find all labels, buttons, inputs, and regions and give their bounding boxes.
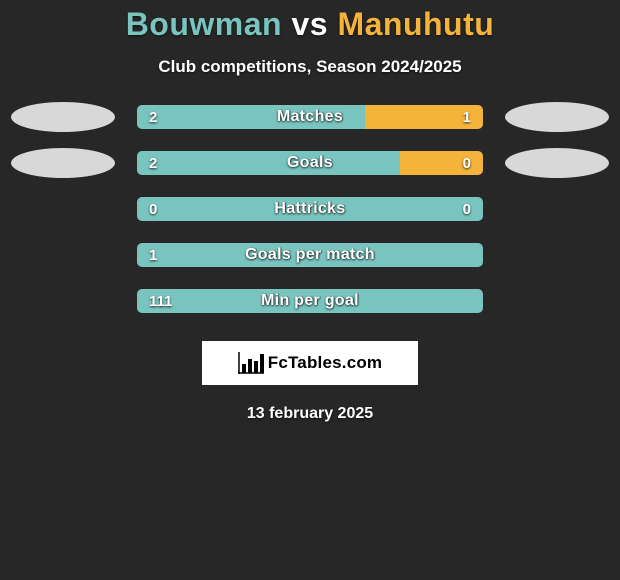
player2-ellipse [505, 148, 609, 178]
stat-row: 1Goals per match [0, 243, 620, 267]
bar-left-fill [137, 289, 483, 313]
stat-value-right: 0 [463, 197, 471, 221]
stat-value-left: 2 [149, 105, 157, 129]
player1-ellipse [11, 102, 115, 132]
subtitle: Club competitions, Season 2024/2025 [0, 57, 620, 77]
stat-row: 21Matches [0, 105, 620, 129]
bar-left-fill [137, 243, 483, 267]
player1-ellipse [11, 148, 115, 178]
stat-value-left: 111 [149, 289, 172, 313]
date: 13 february 2025 [0, 405, 620, 423]
stat-value-left: 1 [149, 243, 157, 267]
player1-ellipse [11, 194, 115, 224]
title-vs: vs [291, 6, 328, 42]
stat-value-right: 0 [463, 151, 471, 175]
logo-text: FcTables.com [268, 353, 383, 373]
player2-ellipse [505, 286, 609, 316]
stat-bar: 20Goals [137, 151, 483, 175]
stat-row: 20Goals [0, 151, 620, 175]
stat-row: 00Hattricks [0, 197, 620, 221]
bar-left-fill [137, 151, 400, 175]
bar-left-fill [137, 105, 365, 129]
source-logo: FcTables.com [202, 341, 418, 385]
player2-ellipse [505, 240, 609, 270]
bar-left-fill [137, 197, 483, 221]
stat-bar: 1Goals per match [137, 243, 483, 267]
title: Bouwman vs Manuhutu [0, 6, 620, 43]
player1-ellipse [11, 286, 115, 316]
stat-bar: 00Hattricks [137, 197, 483, 221]
comparison-card: Bouwman vs Manuhutu Club competitions, S… [0, 0, 620, 423]
player2-ellipse [505, 194, 609, 224]
stat-bar: 111Min per goal [137, 289, 483, 313]
player2-ellipse [505, 102, 609, 132]
player2-name: Manuhutu [337, 6, 494, 42]
stat-bar: 21Matches [137, 105, 483, 129]
bar-chart-icon [238, 352, 264, 374]
stat-value-left: 0 [149, 197, 157, 221]
stat-value-right: 1 [463, 105, 471, 129]
player1-ellipse [11, 240, 115, 270]
player1-name: Bouwman [126, 6, 282, 42]
stats-rows: 21Matches20Goals00Hattricks1Goals per ma… [0, 105, 620, 313]
stat-value-left: 2 [149, 151, 157, 175]
stat-row: 111Min per goal [0, 289, 620, 313]
